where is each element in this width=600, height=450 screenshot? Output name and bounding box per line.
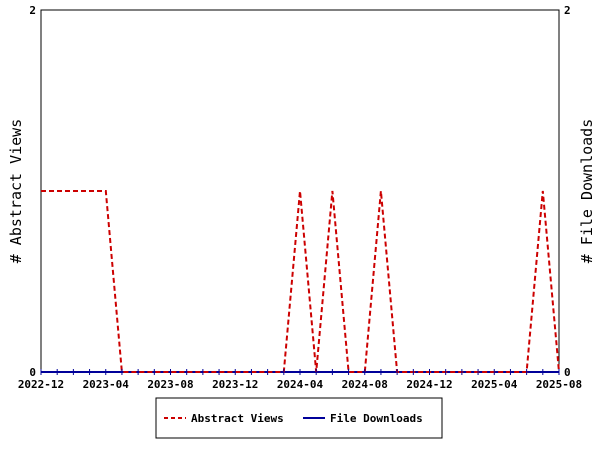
x-tick-label: 2024-04 — [277, 378, 324, 391]
x-tick-label: 2024-08 — [342, 378, 388, 391]
x-tick-label: 2023-04 — [83, 378, 130, 391]
y-left-tick-top: 2 — [29, 4, 36, 17]
y-right-tick-top: 2 — [564, 4, 571, 17]
y-left-axis-title: # Abstract Views — [7, 119, 25, 264]
y-left-tick-bottom: 0 — [29, 366, 36, 379]
plot-area — [40, 9, 560, 373]
y-right-axis-title: # File Downloads — [578, 119, 596, 264]
legend-box — [155, 397, 443, 439]
legend: Abstract Views File Downloads — [155, 397, 443, 439]
legend-label-abstract-views: Abstract Views — [191, 412, 284, 425]
y-right-tick-bottom: 0 — [564, 366, 571, 379]
x-tick-label: 2022-12 — [18, 378, 64, 391]
x-tick-label: 2024-12 — [406, 378, 452, 391]
x-axis-ticks — [40, 369, 560, 375]
series-line-abstract-views — [41, 190, 560, 373]
x-tick-label: 2023-08 — [147, 378, 193, 391]
x-tick-label: 2025-04 — [471, 378, 518, 391]
x-axis-labels: 2022-12 2023-04 2023-08 2023-12 2024-04 2024-… — [18, 378, 582, 391]
legend-label-file-downloads: File Downloads — [330, 412, 423, 425]
x-tick-label: 2025-08 — [536, 378, 582, 391]
x-tick-label: 2023-12 — [212, 378, 258, 391]
